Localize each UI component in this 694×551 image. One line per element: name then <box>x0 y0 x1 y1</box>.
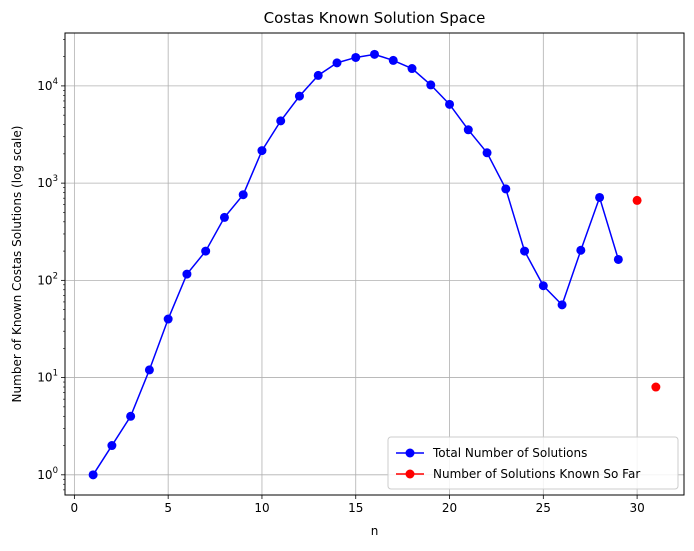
data-point-series-0 <box>219 212 229 222</box>
y-axis-label: Number of Known Costas Solutions (log sc… <box>10 126 24 403</box>
data-point-series-0 <box>351 52 361 62</box>
data-point-series-0 <box>313 70 323 80</box>
data-point-series-0 <box>557 300 567 310</box>
data-point-series-0 <box>407 64 417 74</box>
data-point-series-0 <box>144 365 154 375</box>
data-point-series-0 <box>520 246 530 256</box>
x-tick-label: 30 <box>629 501 644 515</box>
data-point-series-0 <box>88 470 98 480</box>
data-point-series-0 <box>201 246 211 256</box>
data-point-series-0 <box>613 254 623 264</box>
data-point-series-0 <box>126 411 136 421</box>
legend-marker-total <box>405 448 415 458</box>
x-tick-label: 15 <box>348 501 363 515</box>
data-point-series-0 <box>538 281 548 291</box>
x-tick-label: 10 <box>254 501 269 515</box>
data-point-series-0 <box>501 184 511 194</box>
data-point-series-0 <box>370 49 379 59</box>
x-tick-label: 25 <box>536 501 551 515</box>
data-point-series-0 <box>257 146 267 156</box>
x-tick-label: 20 <box>442 501 457 515</box>
data-point-series-0 <box>388 55 398 65</box>
y-tick-label: 102 <box>37 271 58 287</box>
data-point-series-0 <box>107 441 117 451</box>
legend-label-known: Number of Solutions Known So Far <box>433 467 640 481</box>
legend: Total Number of Solutions Number of Solu… <box>387 436 679 490</box>
x-tick-label: 5 <box>164 501 172 515</box>
data-point-series-0 <box>182 269 192 279</box>
data-point-series-0 <box>576 245 586 255</box>
data-point-series-0 <box>294 91 304 101</box>
data-point-series-0 <box>482 148 492 158</box>
data-point-series-1 <box>632 195 642 205</box>
y-tick-label: 103 <box>37 174 58 190</box>
data-point-series-0 <box>163 314 173 324</box>
y-tick-label: 100 <box>37 466 58 482</box>
series-layer <box>88 49 661 480</box>
data-point-series-0 <box>426 80 436 90</box>
x-tick-label: 0 <box>71 501 79 515</box>
legend-marker-known <box>405 469 415 479</box>
data-point-series-0 <box>445 99 455 109</box>
y-tick-label: 101 <box>37 369 58 385</box>
data-point-series-0 <box>332 58 342 68</box>
legend-label-total: Total Number of Solutions <box>432 446 587 460</box>
data-point-series-0 <box>276 116 286 126</box>
data-point-series-0 <box>238 190 248 200</box>
grid-lines <box>65 33 684 495</box>
chart-title: Costas Known Solution Space <box>264 9 486 27</box>
plot-frame <box>64 32 685 496</box>
x-axis: 0 5 10 15 20 25 30 <box>71 495 645 515</box>
legend-frame <box>387 436 679 490</box>
data-point-series-0 <box>595 192 605 202</box>
data-point-series-0 <box>463 125 473 135</box>
x-axis-label: n <box>371 524 379 538</box>
y-tick-label: 104 <box>37 77 58 93</box>
y-axis: 100 101 102 103 104 <box>37 39 65 491</box>
data-point-series-1 <box>651 382 661 392</box>
